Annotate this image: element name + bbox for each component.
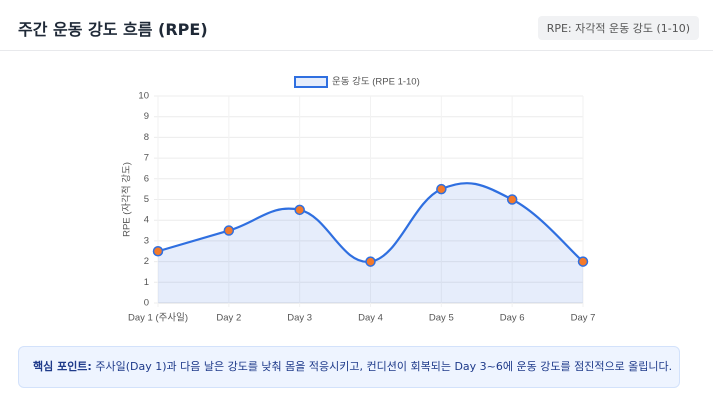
x-tick-label: Day 4 xyxy=(358,313,383,324)
badge: RPE: 자각적 운동 강도 (1-10) xyxy=(537,16,699,40)
divider xyxy=(0,50,713,51)
x-tick-label: Day 1 (주사일) xyxy=(128,313,188,324)
note: 핵심 포인트: 주사일(Day 1)과 다음 날은 강도를 낮춰 몸을 적응시키… xyxy=(18,346,680,388)
y-tick-label: 5 xyxy=(144,194,149,205)
point xyxy=(577,256,589,267)
y-tick-label: 7 xyxy=(144,153,149,164)
note-label: 핵심 포인트: xyxy=(33,360,92,373)
y-tick-label: 9 xyxy=(144,111,149,122)
y-axis-label: RPE (자각적 강도) xyxy=(121,162,133,237)
point xyxy=(506,194,518,205)
y-tick-label: 1 xyxy=(144,277,149,288)
point xyxy=(365,256,376,267)
y-tick-label: 0 xyxy=(144,298,149,309)
note-text: 주사일(Day 1)과 다음 날은 강도를 낮춰 몸을 적응시키고, 컨디션이 … xyxy=(95,360,673,373)
title: 주간 운동 강도 흐름 (RPE) xyxy=(18,20,208,39)
y-tick-label: 3 xyxy=(144,235,149,246)
y-tick-label: 8 xyxy=(144,132,149,143)
point xyxy=(223,225,235,236)
x-tick-label: Day 6 xyxy=(500,313,525,324)
x-tick-label: Day 7 xyxy=(571,313,596,324)
point xyxy=(152,246,164,257)
point xyxy=(436,183,447,195)
area xyxy=(158,183,583,303)
x-tick-label: Day 5 xyxy=(429,313,454,324)
y-tick-label: 4 xyxy=(144,215,149,226)
legend-label: 운동 강도 (RPE 1-10) xyxy=(332,77,420,88)
x-tick-label: Day 2 xyxy=(216,313,241,324)
y-tick-label: 6 xyxy=(144,173,149,184)
point xyxy=(294,204,305,216)
x-tick-label: Day 3 xyxy=(287,313,312,324)
y-tick-label: 10 xyxy=(138,91,149,102)
y-tick-label: 2 xyxy=(144,256,149,267)
legend-swatch xyxy=(294,76,328,88)
